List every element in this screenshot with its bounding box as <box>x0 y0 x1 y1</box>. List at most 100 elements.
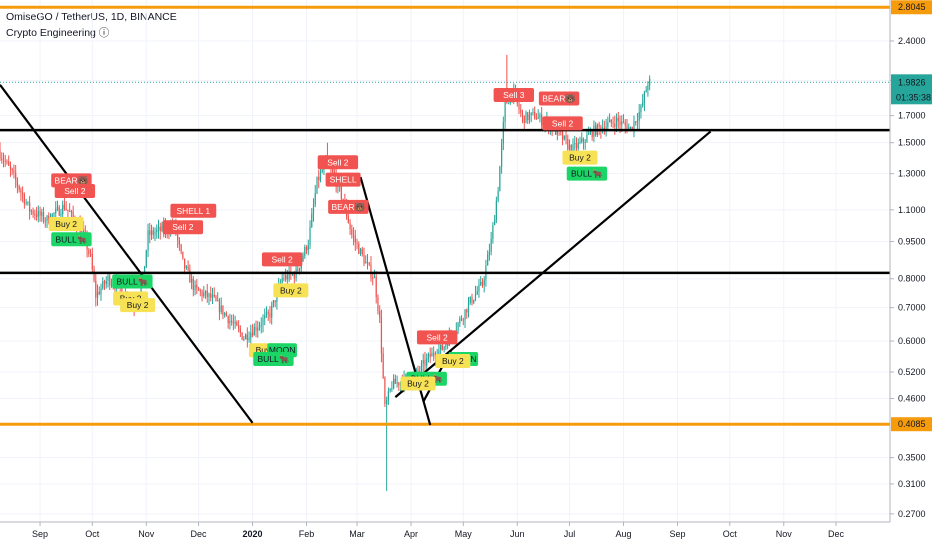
signal-text: BEAR🐻 <box>55 175 89 185</box>
candle-body <box>28 201 31 212</box>
candle-body <box>568 144 571 150</box>
candle-body <box>642 102 644 106</box>
candle-body <box>178 239 181 245</box>
candle-body <box>56 207 59 209</box>
candle-body <box>67 209 69 211</box>
signal-text: Buy 2 <box>407 379 429 389</box>
candle-body <box>269 313 271 318</box>
candle-body <box>203 292 205 297</box>
time-tick-label: Sep <box>670 529 686 539</box>
candle-body <box>356 242 358 244</box>
candle-body <box>224 313 226 315</box>
candle-body <box>556 128 558 135</box>
candle-body <box>621 121 623 125</box>
candle-body <box>589 130 592 134</box>
candle-body <box>190 278 193 283</box>
candle-body <box>563 135 565 140</box>
candle-body <box>354 237 356 243</box>
price-tick-label: 2.4000 <box>898 36 926 46</box>
candle-body <box>481 282 484 286</box>
candle-body <box>631 126 633 130</box>
candle-body <box>285 275 287 280</box>
candle-body <box>488 251 491 255</box>
candle-body <box>13 170 15 173</box>
candle-body <box>182 251 184 259</box>
candle-body <box>433 352 435 356</box>
candle-body <box>572 144 574 155</box>
indicator-title[interactable]: Crypto Engineering ⓘ <box>6 27 110 39</box>
price-tick-label: 0.2700 <box>898 509 926 519</box>
price-tick-label: 1.5000 <box>898 138 926 148</box>
price-tick-label: 0.3100 <box>898 479 926 489</box>
candle-body <box>340 186 342 199</box>
candle-body <box>46 215 48 221</box>
price-tick-label: 1.1000 <box>898 205 926 215</box>
signal-badge-buy <box>435 354 471 369</box>
candle-body <box>309 226 311 245</box>
candle-body <box>382 353 384 378</box>
candle-body <box>20 189 22 193</box>
candle-body <box>460 318 463 320</box>
signal-text: MOON <box>269 345 295 355</box>
candle-body <box>420 363 423 371</box>
candle-body <box>102 281 104 289</box>
candle-body <box>365 261 367 264</box>
signal-badge-buy <box>120 298 156 313</box>
signal-text: BEAR🐻 <box>331 202 365 212</box>
time-axis[interactable]: Sep Oct Nov Dec 2020 Feb Mar Apr May Jun Jul Aug Sep… <box>0 521 932 550</box>
candle-body <box>60 214 62 216</box>
time-tick-label: Oct <box>85 529 100 539</box>
signal-badge-sell <box>170 203 217 218</box>
candle-body <box>375 276 377 297</box>
candle-body <box>541 114 543 126</box>
candle-body <box>255 326 257 331</box>
candle-body <box>638 112 640 121</box>
symbol-title[interactable]: OmiseGO / TetherUS, 1D, BINANCE <box>6 11 177 23</box>
signal-badge-buy <box>400 376 436 391</box>
candle-body <box>591 130 593 137</box>
candle-body <box>507 103 510 105</box>
candle-body <box>384 377 386 404</box>
signal-text: SHELL 1 <box>176 206 210 216</box>
candle-body <box>579 141 581 143</box>
candle-body <box>196 284 198 288</box>
candle-body <box>103 281 106 285</box>
candle-body <box>349 222 351 230</box>
candle-body <box>500 143 503 167</box>
candle-body <box>483 279 485 286</box>
candle-body <box>258 325 261 329</box>
candle-body <box>480 282 482 285</box>
candle-body <box>30 210 32 212</box>
candle-body <box>535 118 538 120</box>
candle-body <box>417 369 419 372</box>
price-axis[interactable]: 2.40002.00001.70001.50001.30001.10000.95… <box>889 0 932 522</box>
candle-body <box>243 339 245 341</box>
candle-body <box>98 291 100 295</box>
signal-badge-sell <box>493 87 534 102</box>
candle-body <box>440 344 442 350</box>
candle-body <box>361 248 363 255</box>
signal-badge-bull <box>51 232 92 247</box>
candle-body <box>312 204 315 214</box>
candle-body <box>358 243 360 254</box>
candle-body <box>464 309 466 320</box>
candle-body <box>490 238 492 252</box>
price-tick-label: 0.9500 <box>898 237 926 247</box>
candle-body <box>211 294 214 298</box>
candle-body <box>215 296 217 301</box>
candle-body <box>82 228 85 232</box>
candle-body <box>150 230 153 235</box>
candle-body <box>359 248 362 254</box>
time-tick-label: Feb <box>299 529 315 539</box>
candle-body <box>523 115 525 124</box>
candle-body <box>89 253 92 255</box>
candle-body <box>347 216 349 223</box>
candle-body <box>208 293 210 297</box>
candle-body <box>206 290 208 297</box>
candle-body <box>201 291 203 297</box>
candle-body <box>396 382 398 384</box>
candle-body <box>429 354 431 357</box>
time-tick-label: Apr <box>404 529 418 539</box>
